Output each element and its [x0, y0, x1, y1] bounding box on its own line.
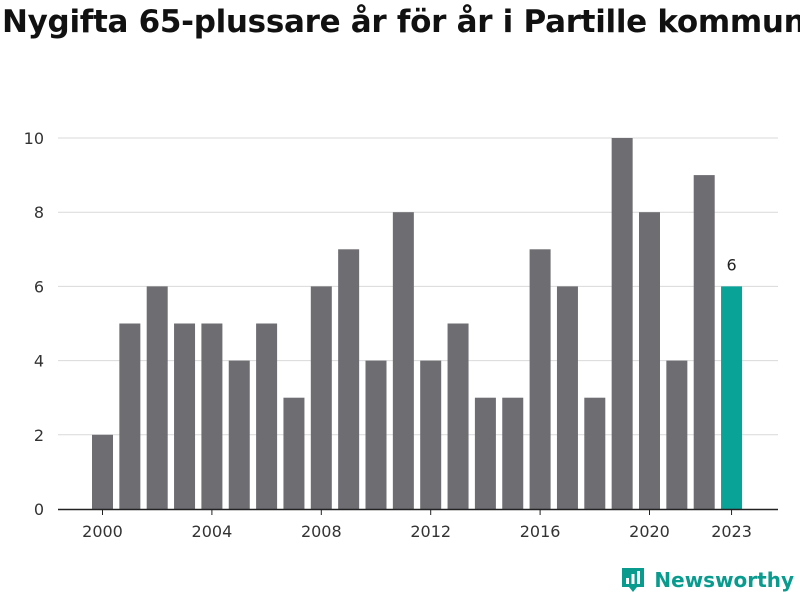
bar-2015	[502, 397, 524, 509]
x-tick-label: 2012	[410, 522, 451, 541]
bar-2019	[611, 138, 633, 509]
bar-2002	[146, 286, 168, 509]
chart-title: Nygifta 65-plussare år för år i Partille…	[2, 4, 800, 40]
y-tick-label: 2	[34, 426, 44, 445]
x-axis: 2000 2004 2008 2012 2016 2020 2023	[58, 508, 778, 541]
newsworthy-logo-icon	[622, 568, 645, 592]
bar-2014	[474, 397, 496, 509]
data-labels: 6	[726, 255, 736, 274]
x-tick-label: 2004	[192, 522, 233, 541]
bar-2010	[365, 360, 387, 509]
x-tick-label: 2008	[301, 522, 342, 541]
y-tick-label: 0	[34, 500, 44, 519]
newsworthy-brand: Newsworthy	[620, 566, 794, 594]
bar-2018	[584, 397, 606, 509]
bar-2000	[92, 434, 113, 509]
bar-2013	[447, 323, 469, 509]
bar-2008	[310, 286, 332, 509]
bar-2007	[283, 397, 305, 509]
bar-2020	[639, 212, 660, 509]
bar-2021	[666, 360, 688, 509]
y-tick-label: 8	[34, 203, 44, 222]
x-tick-label: 2016	[520, 522, 561, 541]
y-tick-label: 10	[24, 129, 44, 148]
brand-name: Newsworthy	[654, 568, 794, 592]
bar-2004	[201, 323, 223, 509]
bar-2022	[693, 175, 715, 509]
data-label-2023: 6	[726, 255, 736, 274]
y-tick-label: 6	[34, 277, 44, 296]
bar-2003	[174, 323, 196, 509]
bar-2005	[228, 360, 250, 509]
bar-2006	[256, 323, 278, 509]
x-tick-label: 2023	[711, 522, 752, 541]
y-tick-label: 4	[34, 352, 44, 371]
bar-2011	[392, 212, 414, 509]
x-tick-label: 2000	[82, 522, 123, 541]
bars	[92, 138, 743, 510]
bar-2017	[556, 286, 578, 509]
bar-2012	[420, 360, 442, 509]
bar-2016	[529, 249, 551, 510]
bar-2023	[721, 286, 743, 509]
bar-2009	[338, 249, 360, 510]
x-tick-label: 2020	[629, 522, 670, 541]
y-axis-ticks: 0 2 4 6 8 10	[24, 129, 44, 519]
bar-2001	[119, 323, 141, 509]
